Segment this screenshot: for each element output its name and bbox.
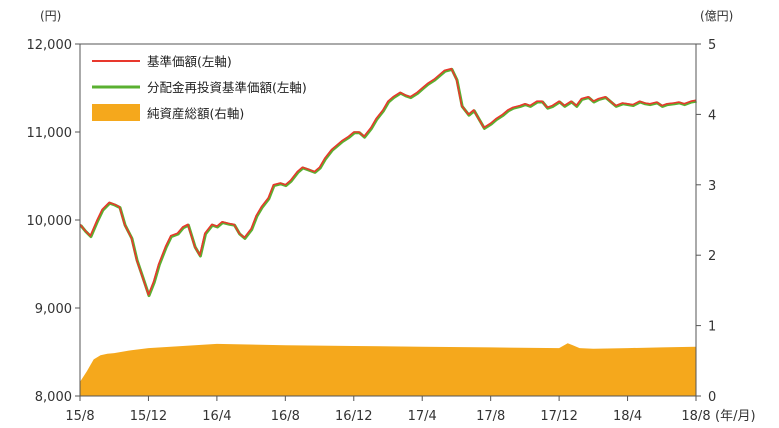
x-tick-label: 15/12 (130, 409, 167, 424)
legend-label-net-assets: 純資産総額(右軸) (147, 106, 244, 121)
right-tick-label: 1 (708, 320, 716, 335)
right-tick-label: 5 (708, 38, 716, 53)
x-tick-label: 17/8 (476, 409, 505, 424)
right-axis-ticks: 5 4 3 2 1 0 (696, 38, 716, 405)
net-assets-area (80, 343, 696, 396)
x-tick-label: 16/12 (335, 409, 372, 424)
left-tick-label: 11,000 (27, 126, 73, 141)
right-axis-unit: (億円) (700, 9, 733, 23)
x-tick-label: 17/4 (408, 409, 437, 424)
left-tick-label: 8,000 (35, 390, 72, 405)
left-tick-label: 9,000 (35, 302, 72, 317)
x-tick-label: 18/4 (613, 409, 642, 424)
left-tick-label: 10,000 (27, 214, 73, 229)
net-assets-area-layer (80, 343, 696, 396)
x-tick-label: 16/4 (202, 409, 231, 424)
reinvested-nav-line (79, 67, 697, 298)
right-tick-label: 4 (708, 108, 716, 123)
nav-line-layer (79, 67, 697, 298)
x-tick-label: 15/8 (65, 409, 94, 424)
x-axis-ticks: 15/8 15/12 16/4 16/8 16/12 17/4 17/8 17/12 18/4 1… (65, 396, 711, 424)
x-axis-unit: (年/月) (715, 409, 756, 424)
left-axis-ticks: 12,000 11,000 10,000 9,000 8,000 (27, 38, 80, 405)
x-tick-label: 16/8 (271, 409, 300, 424)
x-tick-label: 17/12 (540, 409, 577, 424)
left-tick-label: 12,000 (27, 38, 73, 53)
right-tick-label: 3 (708, 179, 716, 194)
legend-swatch-net-assets (92, 104, 140, 121)
right-tick-label: 2 (708, 249, 716, 264)
left-axis-unit: (円) (40, 9, 61, 23)
x-tick-label: 18/8 (681, 409, 710, 424)
legend-label-nav: 基準価額(左軸) (147, 54, 232, 69)
legend: 基準価額(左軸) 分配金再投資基準価額(左軸) 純資産総額(右軸) (92, 54, 307, 121)
right-tick-label: 0 (708, 390, 716, 405)
legend-label-reinvested: 分配金再投資基準価額(左軸) (147, 80, 307, 95)
nav-line (79, 67, 697, 296)
